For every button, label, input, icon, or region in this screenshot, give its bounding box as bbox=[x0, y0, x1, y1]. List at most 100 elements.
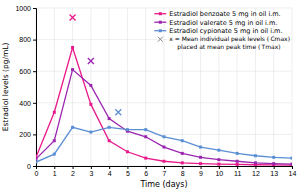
point bbox=[217, 158, 220, 161]
tick-label: 7 bbox=[163, 170, 167, 177]
tick-mark bbox=[201, 166, 202, 169]
y-axis-title: Estradiol levels (pg/mL) bbox=[1, 43, 10, 132]
point bbox=[272, 162, 275, 165]
legend-swatch bbox=[154, 30, 166, 31]
point bbox=[236, 160, 239, 163]
tick-mark bbox=[237, 166, 238, 169]
tick-mark bbox=[146, 166, 147, 169]
tick-mark bbox=[164, 166, 165, 169]
tick-label: 4 bbox=[108, 170, 112, 177]
tick-label: 13 bbox=[270, 170, 278, 177]
point bbox=[272, 156, 275, 159]
grid-line bbox=[72, 8, 73, 166]
grid-line bbox=[36, 102, 292, 103]
tick-mark bbox=[54, 166, 55, 169]
point bbox=[144, 128, 147, 131]
tick: 1000 bbox=[15, 5, 36, 12]
tick: 8 bbox=[181, 166, 185, 177]
legend-swatch-marker bbox=[159, 29, 162, 32]
point bbox=[254, 161, 257, 164]
series-line bbox=[36, 127, 292, 162]
peak-marker bbox=[88, 58, 94, 64]
tick-label: 3 bbox=[89, 170, 93, 177]
tick: 800 bbox=[19, 36, 36, 43]
point bbox=[181, 161, 184, 164]
tick: 7 bbox=[163, 166, 167, 177]
tick: 0 bbox=[35, 166, 39, 177]
tick: 13 bbox=[270, 166, 278, 177]
point bbox=[36, 157, 38, 160]
point bbox=[291, 163, 293, 166]
y-axis: 0 200 400 600 800 1000 bbox=[15, 5, 36, 170]
point bbox=[236, 163, 239, 166]
tick: 400 bbox=[19, 100, 36, 107]
point bbox=[108, 126, 111, 129]
tick-label: 5 bbox=[126, 170, 130, 177]
axis-line bbox=[33, 9, 37, 167]
grid bbox=[36, 8, 292, 166]
x-axis: 01234567891011121314 bbox=[35, 166, 297, 177]
tick-label: 10 bbox=[215, 170, 223, 177]
tick: 3 bbox=[89, 166, 93, 177]
point bbox=[89, 84, 92, 87]
tick-mark bbox=[33, 166, 36, 167]
legend-item: Estradiol benzoate 5 mg in oil i.m. bbox=[154, 10, 280, 18]
legend-label: Estradiol cypionate 5 mg in oil i.m. bbox=[169, 27, 282, 35]
tick-label: 400 bbox=[19, 100, 31, 107]
chart: 0123456789101112131402004006008001000Tim… bbox=[0, 0, 300, 190]
legend-swatch-marker bbox=[159, 12, 162, 15]
point bbox=[217, 149, 220, 152]
tick: 2 bbox=[71, 166, 75, 177]
tick-mark bbox=[33, 71, 36, 72]
point bbox=[71, 126, 74, 129]
legend-swatch-marker bbox=[159, 21, 162, 24]
tick-mark bbox=[33, 40, 36, 41]
tick: 11 bbox=[234, 166, 241, 177]
tick-label: 1 bbox=[53, 170, 57, 177]
point bbox=[291, 164, 293, 166]
point bbox=[181, 152, 184, 155]
grid-line bbox=[109, 8, 110, 166]
point bbox=[144, 135, 147, 138]
tick-label: 0 bbox=[27, 163, 31, 170]
legend-swatch bbox=[154, 22, 166, 23]
point bbox=[217, 163, 220, 166]
tick-label: 11 bbox=[234, 170, 241, 177]
point bbox=[36, 161, 38, 164]
tick-mark bbox=[33, 8, 36, 9]
point bbox=[254, 154, 257, 157]
grid-line bbox=[145, 8, 146, 166]
tick: 600 bbox=[19, 68, 36, 75]
tick: 4 bbox=[108, 166, 112, 177]
series-line bbox=[36, 48, 292, 166]
point bbox=[53, 139, 56, 142]
grid-line bbox=[292, 8, 293, 166]
grid-line bbox=[36, 8, 292, 9]
tick-mark bbox=[33, 134, 36, 135]
point bbox=[291, 157, 293, 160]
tick-label: 12 bbox=[252, 170, 260, 177]
point bbox=[199, 146, 202, 149]
tick: 12 bbox=[252, 166, 260, 177]
tick-label: 8 bbox=[181, 170, 185, 177]
tick-label: 14 bbox=[289, 170, 297, 177]
tick-mark bbox=[33, 103, 36, 104]
tick-label: 800 bbox=[19, 36, 31, 43]
tick: 10 bbox=[215, 166, 223, 177]
point bbox=[71, 68, 74, 71]
point bbox=[199, 162, 202, 165]
tick-mark bbox=[255, 166, 256, 169]
point bbox=[108, 117, 111, 120]
tick: 200 bbox=[19, 131, 36, 138]
tick-label: 1000 bbox=[15, 5, 31, 12]
tick-mark bbox=[109, 166, 110, 169]
tick-label: 600 bbox=[19, 68, 31, 75]
tick-mark bbox=[274, 166, 275, 169]
tick-label: 2 bbox=[71, 170, 75, 177]
tick: 0 bbox=[27, 163, 36, 170]
point bbox=[53, 111, 56, 114]
tick: 5 bbox=[126, 166, 130, 177]
legend-item: x = Mean individual peak levels ( Cmax)p… bbox=[158, 35, 290, 50]
legend-swatch bbox=[154, 13, 166, 14]
tick-label: 6 bbox=[144, 170, 148, 177]
